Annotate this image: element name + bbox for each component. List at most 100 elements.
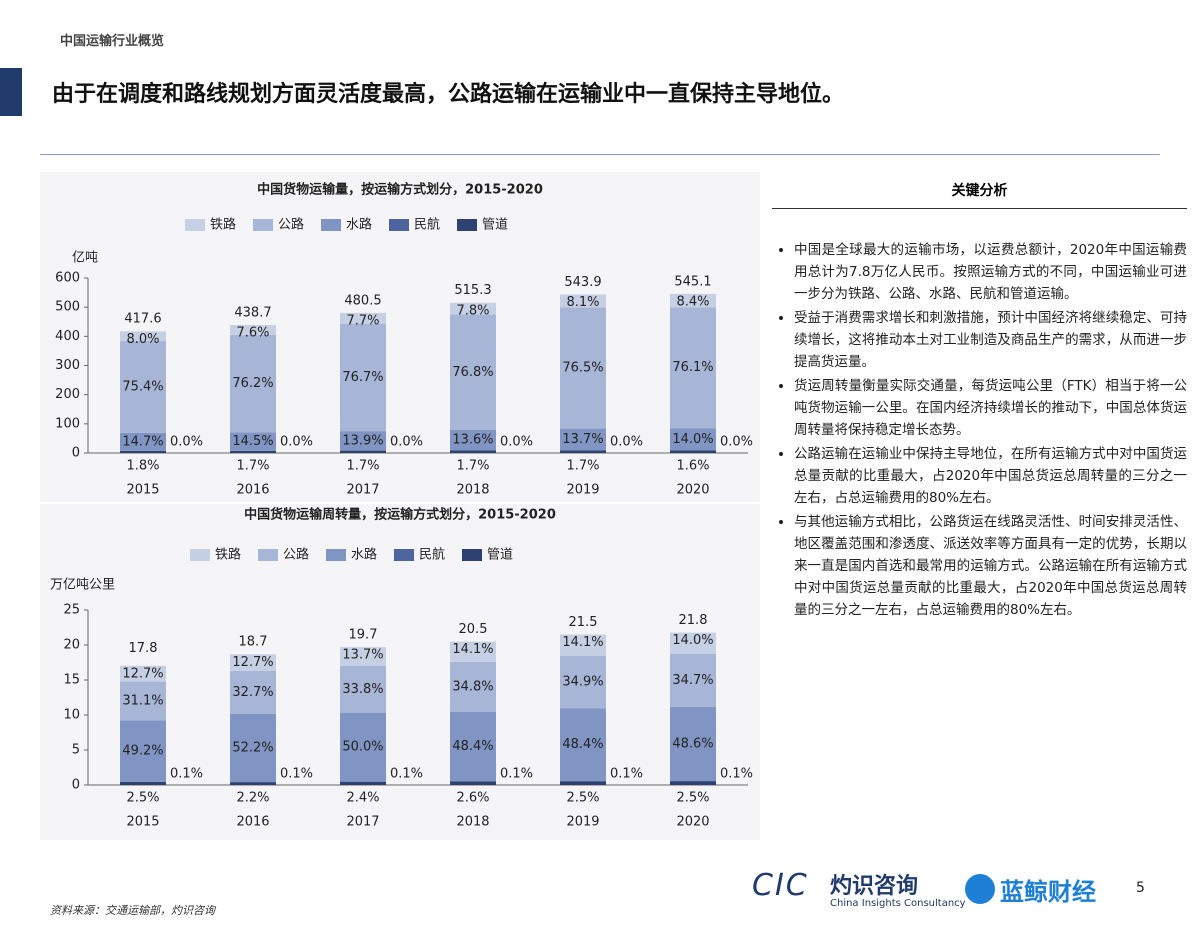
- bar-segment: [670, 428, 716, 451]
- bar-segment: [120, 450, 166, 453]
- segment-label: 12.7%: [122, 666, 163, 681]
- bar-segment: [560, 708, 606, 782]
- bar-segment: [230, 432, 276, 451]
- bar-segment: [230, 450, 276, 453]
- segment-label: 34.7%: [672, 673, 713, 688]
- bar-segment: [340, 312, 386, 324]
- brand-english: China Insights Consultancy: [830, 898, 966, 909]
- total-label: 17.8: [129, 641, 158, 656]
- segment-label: 7.8%: [456, 303, 489, 318]
- segment-label: 33.8%: [342, 682, 383, 697]
- bar-segment: [340, 431, 386, 451]
- legend-swatch: [462, 549, 482, 561]
- segment-label: 76.7%: [342, 370, 383, 385]
- bullet: 货运周转量衡量实际交通量，每货运吨公里（FTK）相当于将一公吨货物运输一公里。在…: [794, 375, 1187, 441]
- segment-label: 14.0%: [672, 432, 713, 447]
- segment-label: 13.7%: [342, 648, 383, 663]
- total-label: 438.7: [234, 306, 271, 321]
- bar-segment: [560, 307, 606, 429]
- segment-label: 12.7%: [232, 655, 273, 670]
- segment-label: 14.5%: [232, 434, 273, 449]
- segment-label: 48.4%: [562, 737, 603, 752]
- legend-label: 管道: [487, 548, 513, 563]
- bar-segment: [560, 294, 606, 308]
- segment-label: 2.5%: [126, 791, 159, 806]
- legend-label: 公路: [283, 547, 309, 563]
- bar-segment: [670, 706, 716, 782]
- bullet: 公路运输在运输业中保持主导地位，在所有运输方式中对中国货运总量贡献的比重最大，占…: [794, 443, 1187, 509]
- segment-label: 0.1%: [390, 767, 423, 782]
- total-label: 417.6: [124, 312, 161, 327]
- bar-segment: [120, 665, 166, 682]
- y-tick-label: 15: [63, 673, 80, 688]
- legend-swatch: [253, 219, 273, 231]
- segment-label: 13.6%: [452, 433, 493, 448]
- segment-label: 8.1%: [566, 295, 599, 310]
- bar-segment: [230, 713, 276, 782]
- total-label: 19.7: [349, 628, 378, 643]
- bar-segment: [670, 293, 716, 308]
- segment-label: 13.9%: [342, 433, 383, 448]
- y-tick-label: 500: [55, 300, 80, 315]
- segment-label: 14.1%: [562, 635, 603, 650]
- x-tick-label: 2015: [126, 815, 159, 830]
- bar-segment: [120, 720, 166, 782]
- x-tick-label: 2015: [126, 483, 159, 498]
- bar-segment: [560, 634, 606, 656]
- bar-segment: [450, 781, 496, 785]
- bar-segment: [340, 712, 386, 782]
- bar-segment: [560, 450, 606, 453]
- bar-segment: [560, 781, 606, 785]
- legend-swatch: [185, 219, 205, 231]
- segment-label: 1.7%: [236, 459, 269, 474]
- analysis-panel: 关键分析 中国是全球最大的运输市场，以运费总额计，2020年中国运输费用总计为7…: [772, 172, 1187, 623]
- segment-label: 2.6%: [456, 791, 489, 806]
- x-tick-label: 2019: [566, 815, 599, 830]
- y-axis-label: 亿吨: [72, 251, 98, 266]
- segment-label: 1.7%: [456, 459, 489, 474]
- y-tick-label: 100: [55, 416, 80, 431]
- segment-label: 0.0%: [720, 435, 753, 450]
- x-tick-label: 2020: [676, 483, 709, 498]
- bar-segment: [670, 450, 716, 453]
- x-tick-label: 2016: [236, 815, 269, 830]
- segment-label: 0.1%: [610, 767, 643, 782]
- segment-label: 2.2%: [236, 791, 269, 806]
- segment-label: 49.2%: [122, 744, 163, 759]
- segment-label: 7.6%: [236, 326, 269, 341]
- segment-label: 2.5%: [566, 791, 599, 806]
- x-tick-label: 2018: [456, 815, 489, 830]
- legend-label: 水路: [351, 547, 377, 563]
- segment-label: 0.0%: [280, 435, 313, 450]
- segment-label: 76.2%: [232, 376, 273, 391]
- segment-label: 52.2%: [232, 740, 273, 755]
- segment-label: 31.1%: [122, 694, 163, 709]
- segment-label: 14.7%: [122, 434, 163, 449]
- bar-segment: [340, 647, 386, 666]
- bullet: 中国是全球最大的运输市场，以运费总额计，2020年中国运输费用总计为7.8万亿人…: [794, 239, 1187, 305]
- bar-segment: [120, 432, 166, 451]
- segment-label: 1.7%: [346, 459, 379, 474]
- bar-segment: [340, 450, 386, 453]
- legend-label: 民航: [419, 547, 445, 563]
- segment-label: 1.7%: [566, 459, 599, 474]
- y-tick-label: 20: [63, 638, 80, 653]
- y-tick-label: 0: [72, 446, 80, 461]
- x-tick-label: 2018: [456, 483, 489, 498]
- segment-label: 1.6%: [676, 459, 709, 474]
- bar-segment: [450, 711, 496, 782]
- bar-segment: [120, 331, 166, 342]
- bar-segment: [230, 782, 276, 785]
- total-label: 545.1: [674, 275, 711, 290]
- bar-segment: [450, 302, 496, 315]
- title-rule: [40, 154, 1160, 155]
- chart-title: 中国货物运输周转量，按运输方式划分，2015-2020: [244, 507, 556, 523]
- partner-name: 蓝鲸财经: [1000, 878, 1096, 906]
- segment-label: 13.7%: [562, 432, 603, 447]
- partner-icon: [965, 874, 995, 904]
- x-tick-label: 2017: [346, 483, 379, 498]
- legend-label: 公路: [278, 217, 304, 233]
- bar-segment: [560, 428, 606, 451]
- x-tick-label: 2019: [566, 483, 599, 498]
